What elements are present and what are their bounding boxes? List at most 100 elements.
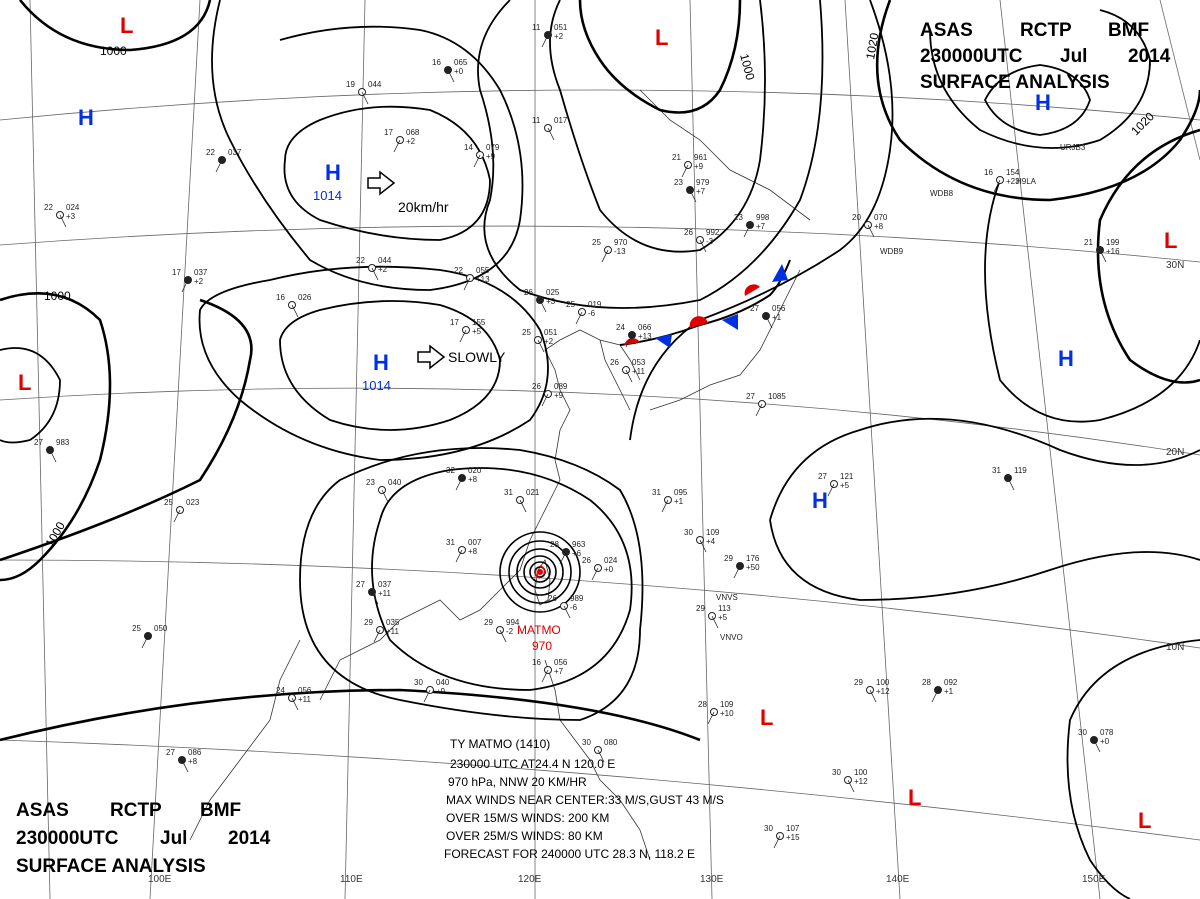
station-tendency: -6 [588, 309, 596, 318]
station-pressure: 025 [546, 288, 560, 297]
station-plot: 11 017 [532, 116, 568, 141]
lon-line-130e [689, 0, 713, 899]
wind-barb-icon [707, 711, 715, 725]
station-plot: 25 050 [132, 624, 168, 649]
station-plot: 21 199+16 [1084, 238, 1120, 263]
station-plot: 20 070+8 [852, 213, 888, 238]
lon-label: 120E [518, 874, 542, 885]
station-pressure: 994 [506, 618, 520, 627]
wind-barb-icon [59, 214, 67, 228]
station-temp: 16 [984, 168, 993, 177]
title-type: BMF [200, 800, 241, 821]
ty-ring-4 [523, 555, 557, 589]
station-temp: 23 [674, 178, 683, 187]
lat-line-20n [0, 387, 1200, 456]
arrow-right-icon [417, 344, 446, 370]
station-plot: 17 068+2 [384, 128, 420, 153]
station-plot: 22 037 [206, 148, 242, 173]
station-tendency: -6 [570, 603, 578, 612]
station-plot: 30 100+12 [832, 768, 868, 793]
station-tendency: +9 [554, 391, 564, 400]
station-tendency: +13 [476, 275, 490, 284]
wind-barb-icon [869, 689, 877, 703]
motion-label-mongolia: 20km/hr [398, 199, 449, 215]
title-time: 230000UTC [920, 46, 1023, 67]
station-tendency: +10 [720, 709, 734, 718]
station-pressure: 089 [554, 382, 568, 391]
typhoon-info-line: 230000 UTC AT24.4 N 120.0 E [450, 757, 615, 771]
wind-barb-icon [371, 591, 379, 605]
front-warm-icon [744, 284, 760, 296]
station-temp: 25 [566, 300, 575, 309]
low-center-icon: L [760, 705, 773, 730]
station-tendency: +2 [378, 265, 388, 274]
wind-barb-icon [537, 339, 545, 353]
station-plot: 17 155+5 [450, 318, 486, 343]
lat-label: 30N [1166, 260, 1184, 271]
wind-barb-icon [455, 549, 463, 563]
isobar-pacific-south [629, 0, 894, 441]
low-center-icon: L [1164, 228, 1177, 253]
front-warm-icon [689, 316, 708, 328]
station-plot: 26 992-3 [684, 228, 720, 253]
coast-indochina [189, 639, 301, 841]
station-pressure: 050 [154, 624, 168, 633]
isobar-north-low-outer [477, 0, 824, 309]
ty-ring-3 [516, 548, 564, 596]
high-center-icon: H [812, 488, 828, 513]
station-plot: 26 025+3 [524, 288, 560, 313]
isobar-1000-nw [18, 0, 212, 52]
station-tendency: +5 [472, 327, 482, 336]
station-plot: 26 024+0 [582, 556, 618, 581]
wind-barb-icon [733, 565, 741, 579]
station-pressure: 107 [786, 824, 800, 833]
station-pressure: 035 [386, 618, 400, 627]
station-plot: 24 066+13 [616, 323, 652, 348]
station-temp: 25 [132, 624, 141, 633]
station-plot: 14 079+9 [464, 143, 500, 168]
pressure-values: 1014 1014 [313, 188, 391, 393]
wind-barb-icon [473, 154, 481, 168]
station-temp: 32 [446, 466, 455, 475]
station-plot: 29 113+5 [696, 604, 731, 629]
isobar-pacific-high [984, 179, 1200, 423]
station-pressure: 070 [874, 213, 888, 222]
station-temp: 31 [652, 488, 661, 497]
station-temp: 30 [684, 528, 693, 537]
station-tendency: +7 [554, 667, 564, 676]
station-temp: 27 [818, 472, 827, 481]
station-plot: 27 056+1 [750, 304, 786, 329]
high-center-icon: H [1035, 90, 1051, 115]
station-tendency: +13 [638, 332, 652, 341]
isobar-west-1000-low [0, 298, 253, 562]
station-plot: 29 176+50 [724, 554, 760, 579]
low-center-icon: L [120, 13, 133, 38]
station-temp: 14 [464, 143, 473, 152]
station-plot: 11 051+2 [532, 23, 568, 48]
station-temp: 21 [1084, 238, 1093, 247]
isobar-mongolia-high [283, 105, 491, 241]
wind-barb-icon [423, 689, 431, 703]
station-plot: 31 095+1 [652, 488, 688, 513]
wind-barb-icon [711, 615, 719, 629]
station-plot: 25 970-13 [592, 238, 628, 263]
station-temp: 26 [532, 382, 541, 391]
lon-line-110e [344, 0, 366, 899]
station-plot: 30 080 [582, 738, 618, 763]
station-pressure: 1085 [768, 392, 786, 401]
isobar-label: 1000 [42, 519, 68, 549]
lat-line-10n [0, 559, 1200, 649]
station-plot: 23 040 [366, 478, 402, 503]
station-tendency: +8 [468, 547, 478, 556]
isobar-typhoon-wide [299, 447, 644, 721]
station-pressure: 113 [718, 604, 731, 613]
station-temp: 22 [356, 256, 365, 265]
wind-barb-icon [539, 299, 547, 313]
wind-barb-icon [447, 69, 455, 83]
wind-barb-icon [519, 499, 527, 513]
station-pressure: 023 [186, 498, 200, 507]
wind-barb-icon [625, 334, 633, 348]
station-pressure: 024 [66, 203, 80, 212]
motion-text: 20km/hr SLOWLY [398, 199, 506, 365]
